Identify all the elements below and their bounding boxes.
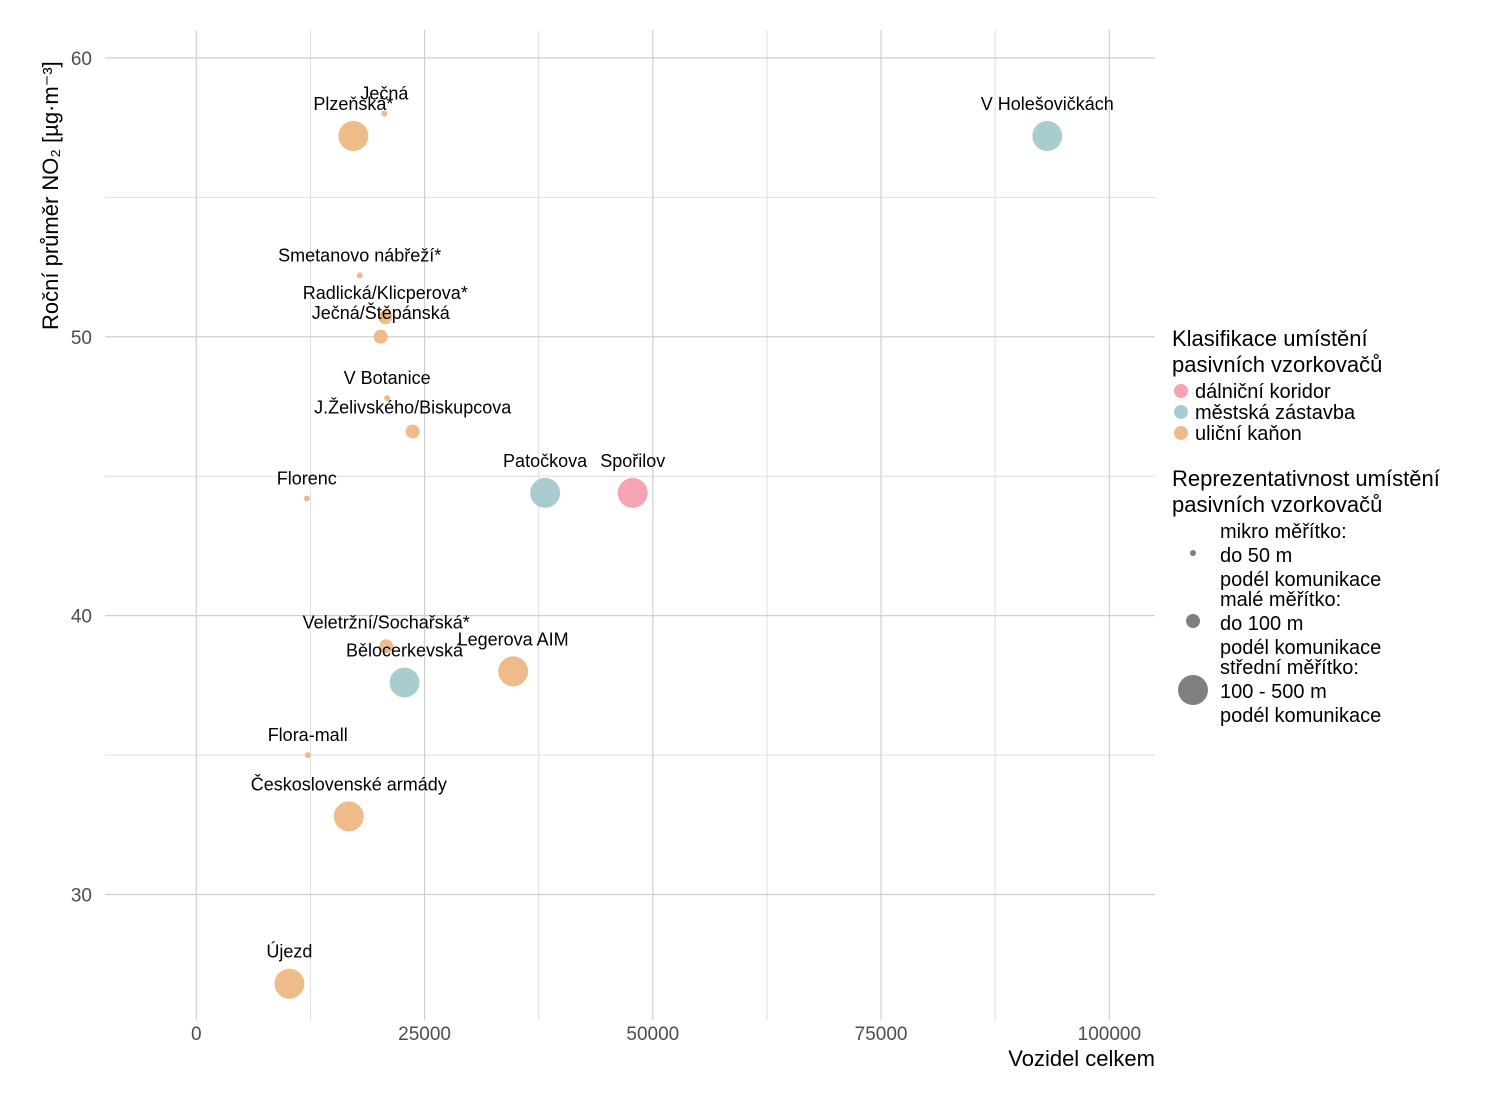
legend-size-label: podél komunikace: [1220, 705, 1381, 727]
data-point-label: Patočkova: [503, 451, 588, 471]
legend-color-key: [1174, 426, 1188, 440]
data-point: [381, 110, 388, 117]
x-axis-title: Vozidel celkem: [1008, 1046, 1155, 1071]
legend-color-key: [1174, 405, 1188, 419]
x-axis-ticks: 0 25000 50000 75000 100000: [191, 1024, 1141, 1045]
y-tick-label: 40: [71, 607, 92, 628]
data-point: [617, 477, 648, 508]
data-point-label: Radlická/Klicperova*: [303, 283, 468, 303]
x-tick-label: 50000: [626, 1024, 679, 1045]
x-tick-label: 75000: [855, 1024, 908, 1045]
legend-size-label: střední měřítko:: [1220, 657, 1359, 679]
data-point: [304, 752, 311, 759]
legend-size-key: [1178, 675, 1208, 705]
data-point: [379, 639, 394, 654]
data-point-label: Spořilov: [600, 451, 665, 471]
y-axis-ticks: 30 40 50 60: [71, 49, 92, 907]
data-point-label: Legerova AIM: [458, 629, 569, 649]
legend-color-label: městská zástavba: [1195, 402, 1356, 424]
data-point: [356, 272, 363, 279]
data-point: [338, 120, 369, 151]
legend-color-label: uliční kaňon: [1195, 423, 1302, 445]
data-point-label: Ječná/Štěpánská: [312, 302, 451, 323]
data-point-label: Smetanovo nábřeží*: [278, 245, 441, 265]
legend-size-title: pasivních vzorkovačů: [1172, 492, 1382, 517]
data-point: [530, 477, 561, 508]
data-point: [333, 801, 364, 832]
data-point-label: Flora-mall: [268, 725, 348, 745]
legend-size-label: 100 - 500 m: [1220, 681, 1327, 703]
data-point: [389, 667, 420, 698]
major-grid: [105, 30, 1155, 1020]
data-point-label: Újezd: [266, 941, 312, 962]
y-tick-label: 30: [71, 886, 92, 907]
legend-color-key: [1174, 384, 1188, 398]
x-tick-label: 25000: [398, 1024, 451, 1045]
legend-size-key: [1186, 614, 1200, 628]
data-point: [373, 329, 388, 344]
legend-color-title: Klasifikace umístění: [1172, 326, 1368, 351]
x-tick-label: 100000: [1078, 1024, 1141, 1045]
legend-color-title: pasivních vzorkovačů: [1172, 352, 1382, 377]
data-point: [303, 495, 310, 502]
data-point: [378, 310, 393, 325]
data-point-label: V Holešovičkách: [981, 94, 1114, 114]
data-point-label: Bělocerkevská: [346, 641, 464, 661]
data-point-label: Veletržní/Sochařská*: [303, 612, 470, 632]
y-axis-title: Roční průměr NO₂ [µg·m⁻³]: [38, 61, 63, 330]
minor-grid: [105, 30, 1155, 1020]
data-points: [274, 110, 1063, 999]
data-point: [498, 656, 529, 687]
data-point: [384, 395, 391, 402]
legend-size-label: podél komunikace: [1220, 637, 1381, 659]
y-tick-label: 50: [71, 328, 92, 349]
data-point-label: Československé armády: [251, 773, 447, 794]
legend-color-label: dálniční koridor: [1195, 381, 1331, 403]
legend-size-label: do 50 m: [1220, 545, 1292, 567]
y-tick-label: 60: [71, 49, 92, 70]
legend-size-label: malé měřítko:: [1220, 589, 1341, 611]
data-point-label: V Botanice: [344, 368, 431, 388]
legend-size-label: do 100 m: [1220, 613, 1303, 635]
legend-size-label: podél komunikace: [1220, 569, 1381, 591]
data-point-label: J.Želivského/Biskupcova: [314, 398, 512, 418]
data-point: [1032, 120, 1063, 151]
data-point: [274, 968, 305, 999]
data-point-label: Florenc: [277, 469, 337, 489]
legend-size-title: Reprezentativnost umístění: [1172, 466, 1440, 491]
data-point: [405, 424, 420, 439]
legend-size-label: mikro měřítko:: [1220, 521, 1347, 543]
data-point-label: Ječná: [360, 84, 409, 104]
x-tick-label: 0: [191, 1024, 202, 1045]
data-point-label: Plzeňská*: [313, 94, 393, 114]
legend-size-key: [1190, 550, 1196, 556]
